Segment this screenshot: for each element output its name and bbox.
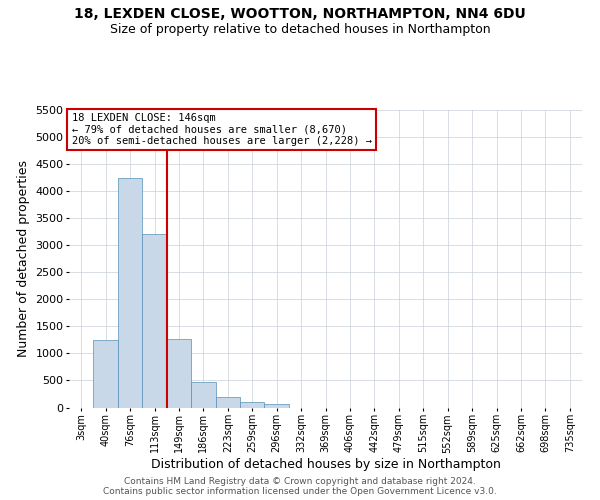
Bar <box>142 234 167 408</box>
Text: 18, LEXDEN CLOSE, WOOTTON, NORTHAMPTON, NN4 6DU: 18, LEXDEN CLOSE, WOOTTON, NORTHAMPTON, … <box>74 8 526 22</box>
Bar <box>240 402 265 407</box>
Bar <box>94 340 118 407</box>
Bar <box>118 178 142 408</box>
Bar <box>167 339 191 407</box>
Bar <box>265 404 289 407</box>
Bar <box>215 397 240 407</box>
Text: Contains HM Land Registry data © Crown copyright and database right 2024.
Contai: Contains HM Land Registry data © Crown c… <box>103 476 497 496</box>
Text: 18 LEXDEN CLOSE: 146sqm
← 79% of detached houses are smaller (8,670)
20% of semi: 18 LEXDEN CLOSE: 146sqm ← 79% of detache… <box>71 113 371 146</box>
Y-axis label: Number of detached properties: Number of detached properties <box>17 160 30 357</box>
Bar <box>191 382 215 407</box>
X-axis label: Distribution of detached houses by size in Northampton: Distribution of detached houses by size … <box>151 458 500 471</box>
Text: Size of property relative to detached houses in Northampton: Size of property relative to detached ho… <box>110 22 490 36</box>
